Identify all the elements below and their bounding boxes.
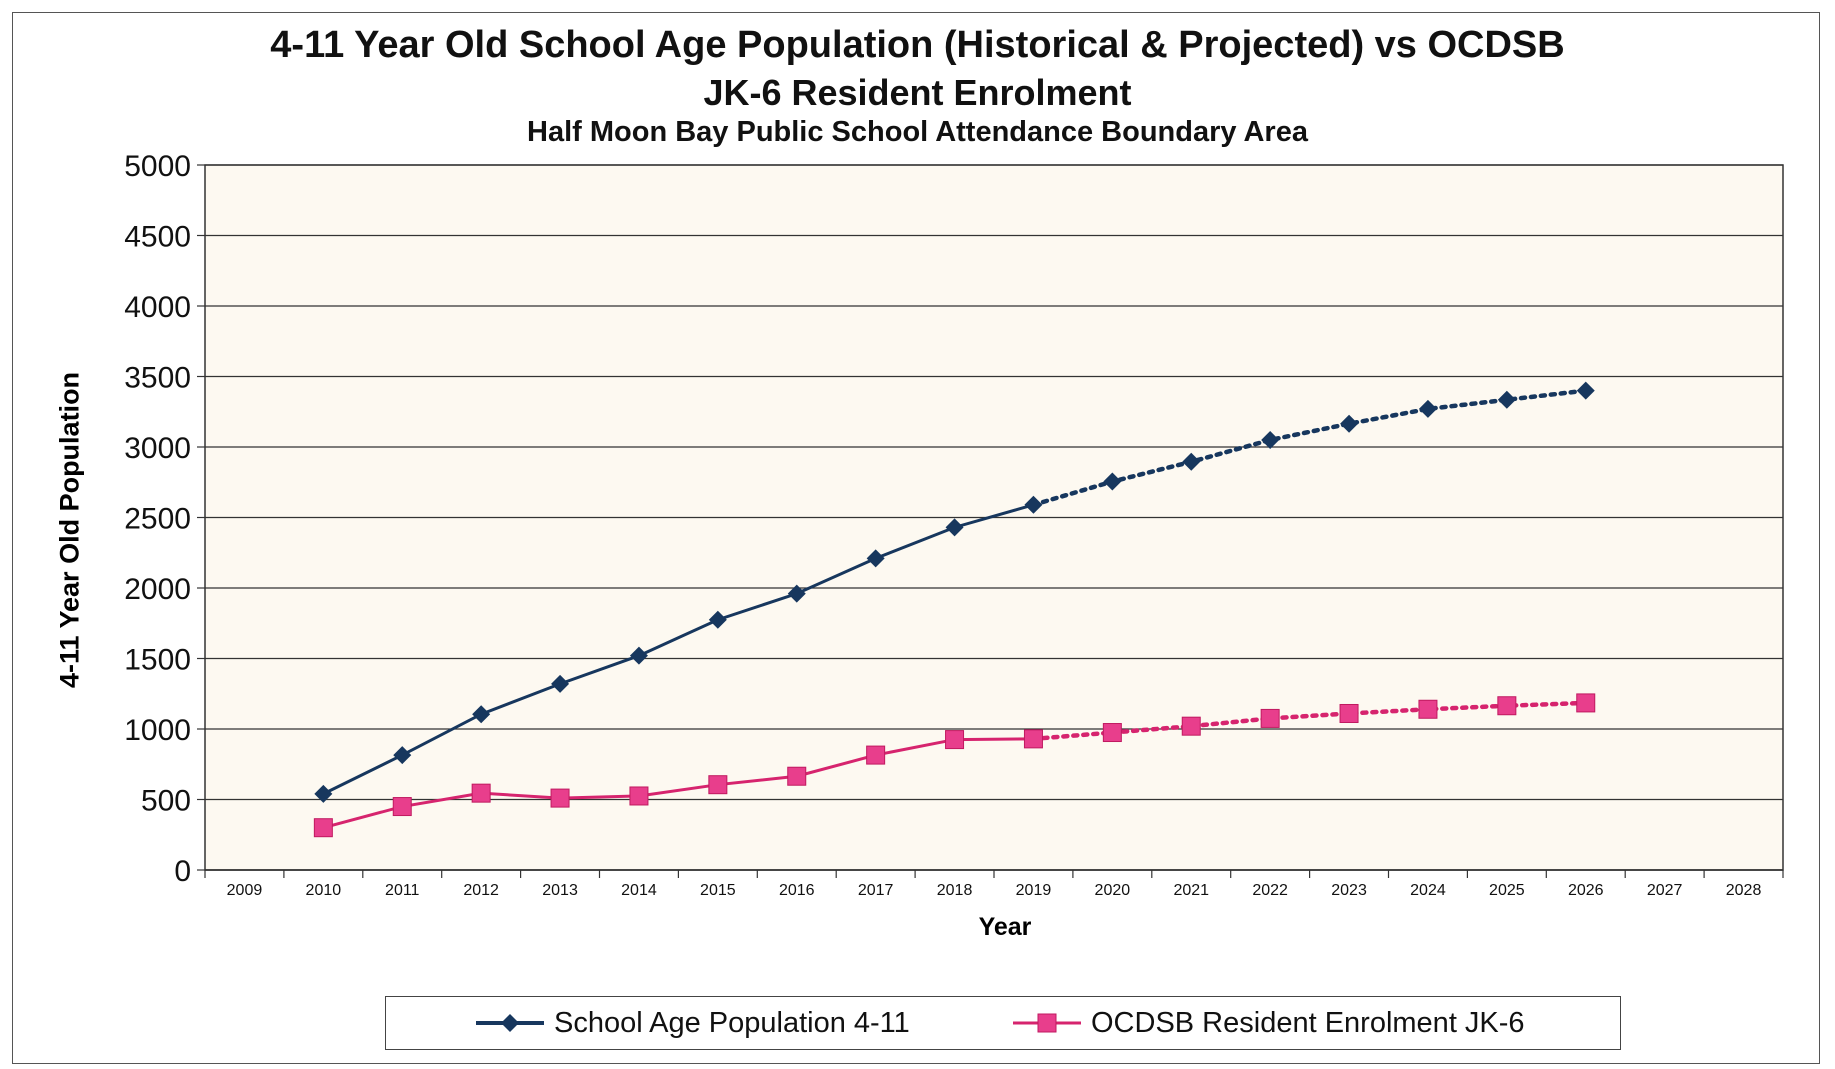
data-point <box>1024 495 1043 514</box>
x-tick-label: 2011 <box>385 882 420 899</box>
data-point <box>945 730 965 750</box>
data-point <box>945 518 964 537</box>
data-point <box>787 766 807 786</box>
data-point <box>314 784 333 803</box>
x-tick-label: 2018 <box>937 882 973 899</box>
y-tick-label: 500 <box>141 785 191 818</box>
x-tick-label: 2023 <box>1331 882 1367 899</box>
y-tick-label: 2000 <box>124 573 191 606</box>
x-tick-label: 2012 <box>463 882 499 899</box>
x-tick-label: 2026 <box>1568 882 1604 899</box>
data-point <box>1418 399 1437 418</box>
data-point <box>629 786 649 806</box>
x-tick-label: 2025 <box>1489 882 1525 899</box>
x-tick-label: 2027 <box>1647 882 1683 899</box>
x-tick-label: 2014 <box>621 882 657 899</box>
y-tick-label: 3000 <box>124 432 191 465</box>
y-axis-label: 4-11 Year Old Population <box>54 371 85 689</box>
x-tick-label: 2015 <box>700 882 736 899</box>
y-tick-label: 4500 <box>124 221 191 254</box>
data-point <box>1182 452 1201 471</box>
data-point <box>1103 472 1122 491</box>
data-point <box>1497 696 1517 716</box>
chart-subtitle: Half Moon Bay Public School Attendance B… <box>527 116 1308 148</box>
data-point <box>1576 381 1595 400</box>
chart-title-line2: JK-6 Resident Enrolment <box>703 72 1132 113</box>
data-point <box>708 610 727 629</box>
data-point <box>1023 729 1043 749</box>
x-tick-label: 2016 <box>779 882 815 899</box>
data-point <box>471 783 491 803</box>
data-point <box>472 705 491 724</box>
x-tick-label: 2013 <box>542 882 578 899</box>
legend-label: School Age Population 4-11 <box>554 1006 910 1039</box>
x-tick-label: 2021 <box>1173 882 1209 899</box>
series-line-projected <box>1031 388 1588 508</box>
chart-title: 4-11 Year Old School Age Population (His… <box>270 24 1565 66</box>
data-point <box>313 818 333 838</box>
data-point <box>1339 703 1359 723</box>
data-point <box>629 646 648 665</box>
data-point <box>1340 414 1359 433</box>
x-tick-label: 2028 <box>1726 882 1762 899</box>
data-point <box>393 746 412 765</box>
y-tick-label: 5000 <box>124 150 191 183</box>
y-tick-label: 1500 <box>124 644 191 677</box>
data-point <box>1181 716 1201 736</box>
data-point <box>1418 699 1438 719</box>
data-point <box>551 674 570 693</box>
legend-marker-square <box>1013 1013 1081 1033</box>
data-point <box>1261 430 1280 449</box>
legend-item-ocdsb-enrolment: OCDSB Resident Enrolment JK-6 <box>1011 1005 1525 1041</box>
x-tick-label: 2020 <box>1095 882 1131 899</box>
x-tick-label: 2017 <box>858 882 894 899</box>
data-point <box>1497 390 1516 409</box>
legend: School Age Population 4-11 OCDSB Residen… <box>385 996 1621 1050</box>
series-line-historical <box>322 503 1034 796</box>
series-line-projected <box>1031 700 1588 742</box>
x-axis-label: Year <box>978 913 1032 941</box>
x-tick-label: 2019 <box>1016 882 1052 899</box>
y-tick-label: 4000 <box>124 291 191 324</box>
x-tick-label: 2010 <box>306 882 342 899</box>
series-line-historical <box>322 737 1034 830</box>
data-point <box>787 584 806 603</box>
y-tick-label: 3500 <box>124 362 191 395</box>
legend-marker-diamond <box>476 1014 544 1032</box>
x-tick-label: 2024 <box>1410 882 1446 899</box>
y-tick-label: 0 <box>174 855 191 888</box>
y-tick-label: 2500 <box>124 503 191 536</box>
x-tick-label: 2009 <box>227 882 263 899</box>
legend-label: OCDSB Resident Enrolment JK-6 <box>1091 1006 1525 1039</box>
data-point <box>550 788 570 808</box>
data-point <box>1576 693 1596 713</box>
data-point <box>1260 708 1280 728</box>
x-tick-label: 2022 <box>1252 882 1288 899</box>
data-point <box>1102 723 1122 743</box>
data-point <box>708 775 728 795</box>
legend-item-school-age-population: School Age Population 4-11 <box>474 1005 910 1041</box>
data-point <box>866 549 885 568</box>
data-point <box>866 745 886 765</box>
y-tick-label: 1000 <box>124 714 191 747</box>
data-point <box>392 797 412 817</box>
